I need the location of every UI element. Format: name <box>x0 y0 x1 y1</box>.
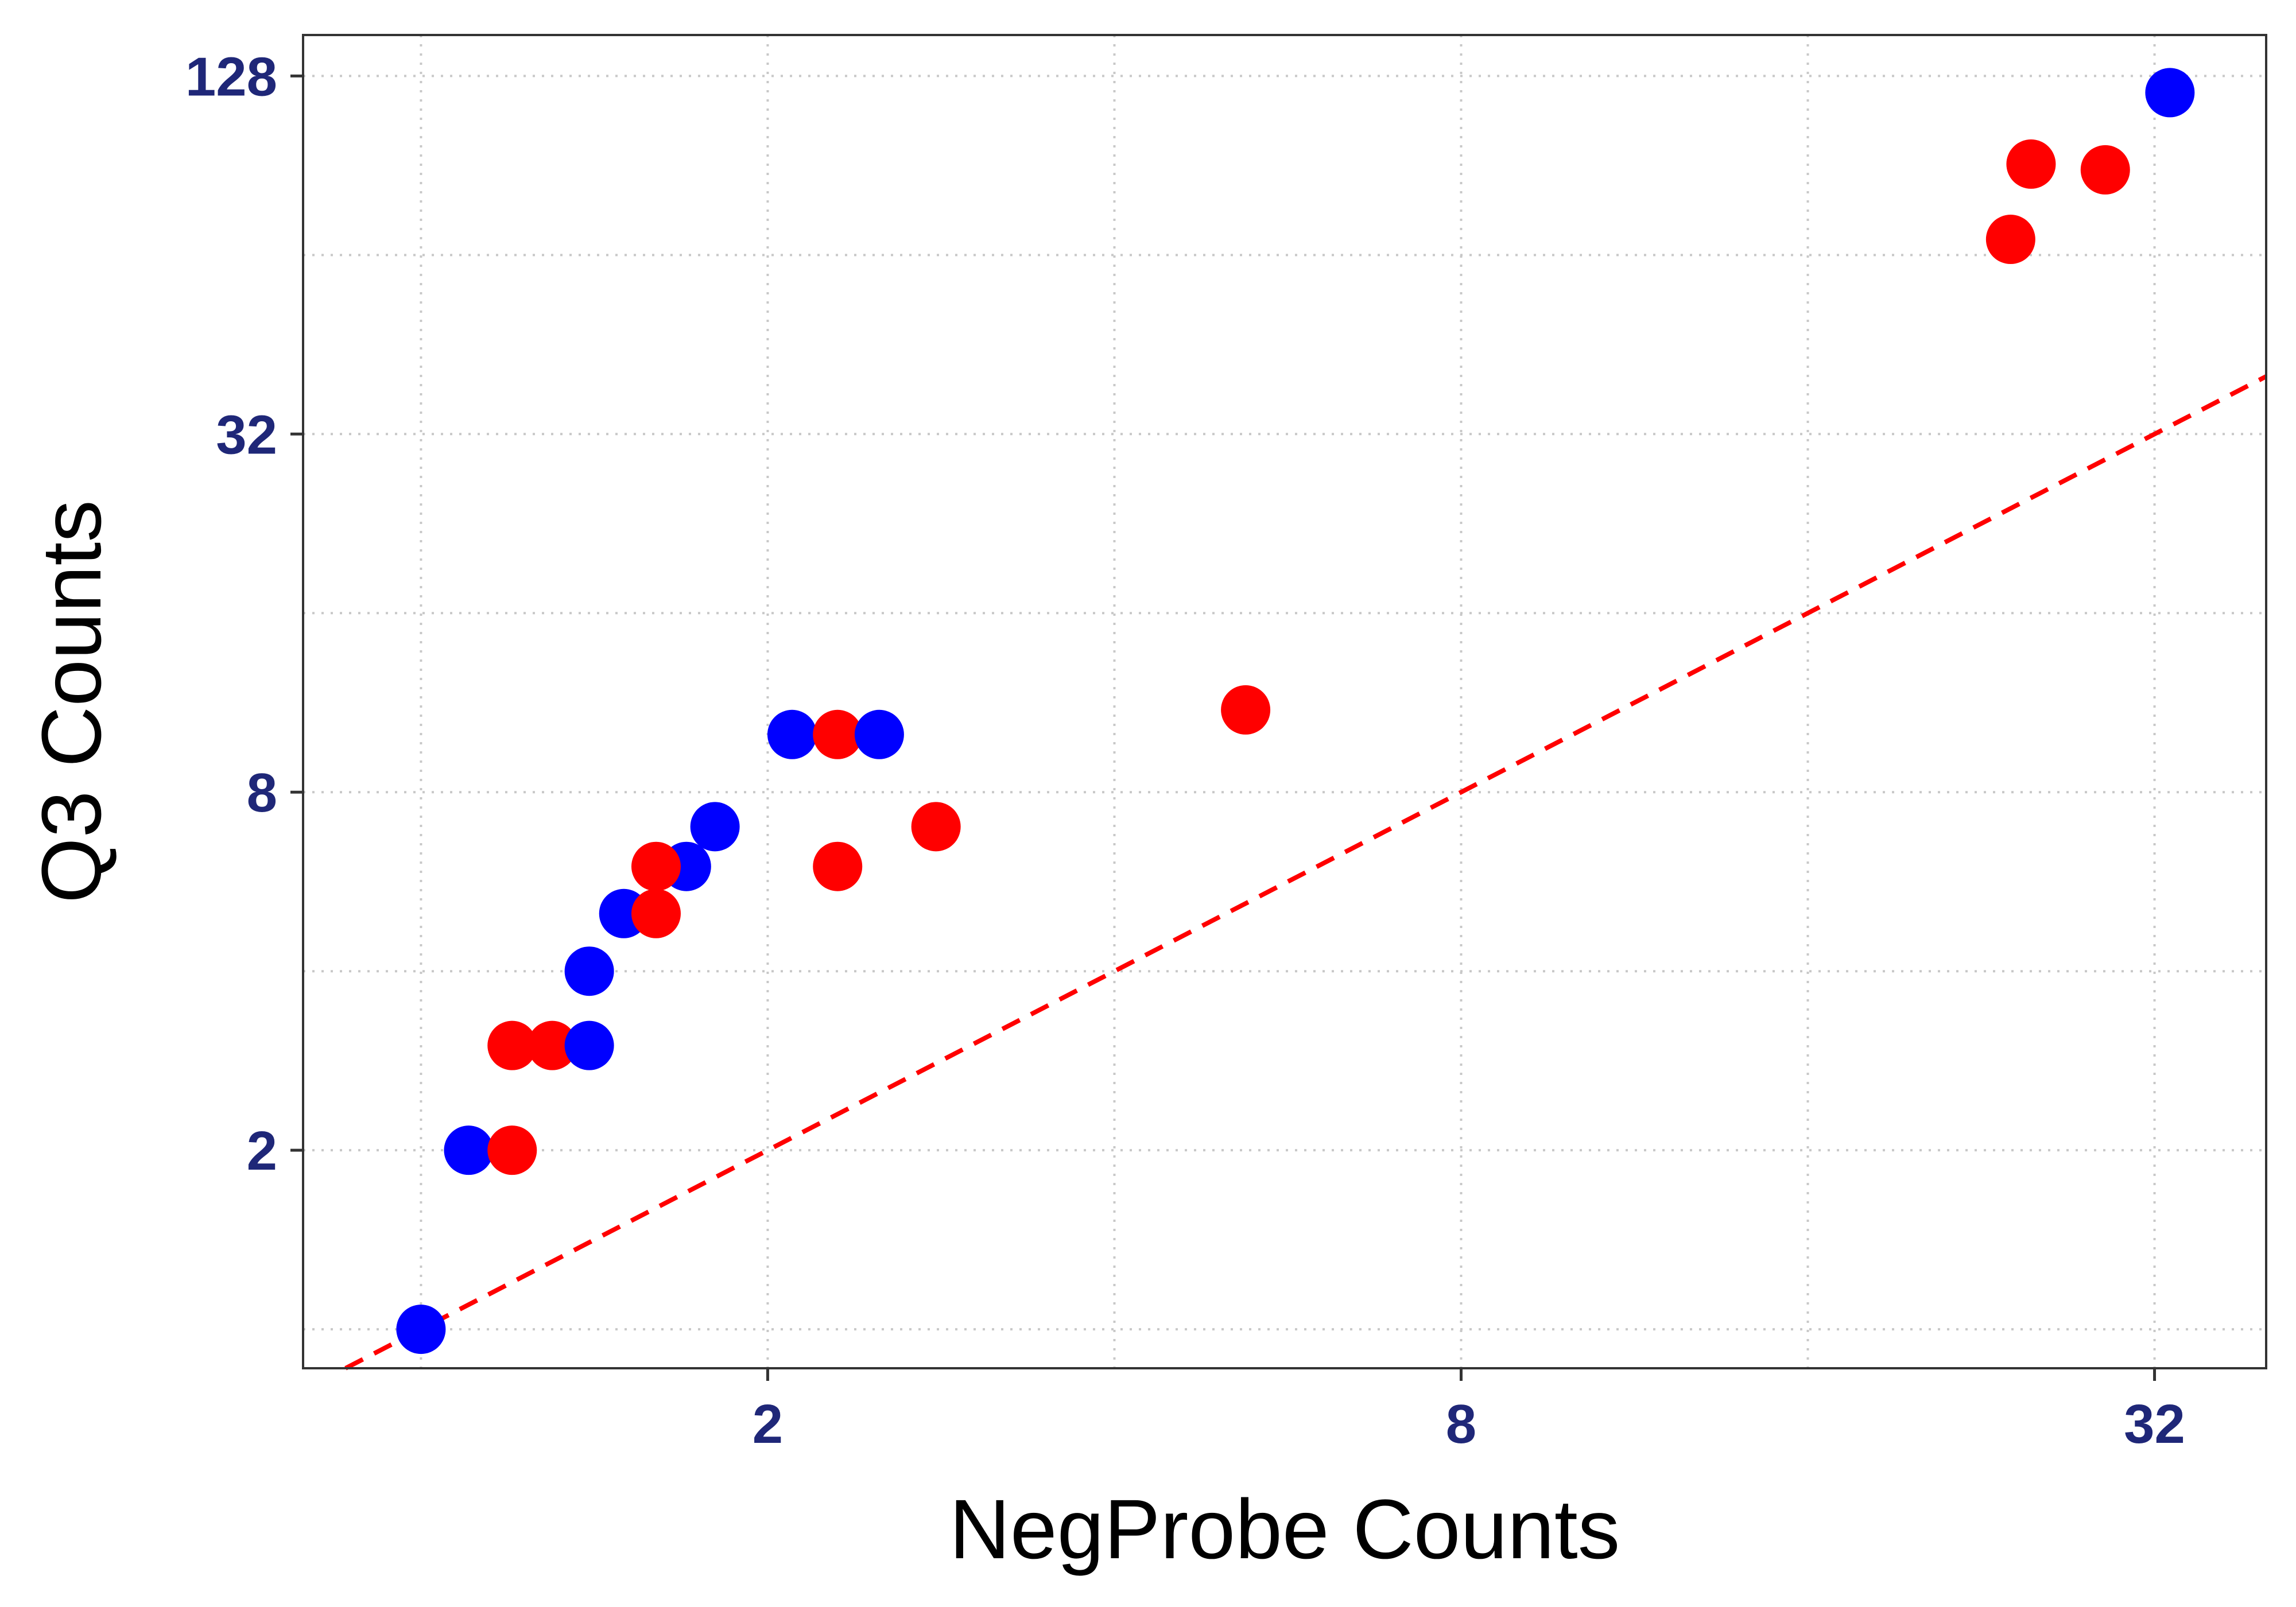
y-tick-label: 8 <box>247 762 277 824</box>
data-point <box>528 1020 577 1070</box>
data-point <box>564 1020 614 1070</box>
x-axis-title: NegProbe Counts <box>949 1482 1620 1577</box>
data-point <box>2080 145 2130 195</box>
data-point <box>631 888 681 938</box>
data-point <box>564 946 614 996</box>
identity-reference-line <box>344 374 2267 1371</box>
plot-frame <box>302 34 2267 1369</box>
data-point <box>767 709 817 759</box>
data-point <box>396 1305 446 1354</box>
data-points <box>396 68 2195 1354</box>
x-tick-label: 32 <box>2124 1393 2185 1455</box>
grid-lines <box>303 35 2266 1368</box>
x-tick-label: 2 <box>753 1393 783 1455</box>
y-axis-title: Q3 Counts <box>25 500 119 903</box>
data-point <box>487 1125 537 1175</box>
x-tick-label: 8 <box>1446 1393 1476 1455</box>
data-point <box>2145 68 2195 118</box>
data-point <box>1221 685 1271 735</box>
axis-ticks <box>290 74 2157 1381</box>
data-point <box>813 841 863 891</box>
reference-line-group <box>344 374 2267 1371</box>
data-point <box>487 1020 537 1070</box>
data-point <box>911 802 961 852</box>
data-point <box>1985 215 2035 265</box>
data-point <box>631 841 681 891</box>
data-point <box>813 709 863 759</box>
tick-labels: 2 8 32 2 8 32 128 <box>185 46 2185 1455</box>
y-tick-label: 32 <box>216 404 277 465</box>
y-tick-label: 128 <box>185 46 277 107</box>
data-point <box>2006 139 2056 189</box>
data-point <box>854 709 904 759</box>
data-point <box>444 1125 494 1175</box>
data-point <box>690 802 740 852</box>
y-tick-label: 2 <box>247 1120 277 1182</box>
